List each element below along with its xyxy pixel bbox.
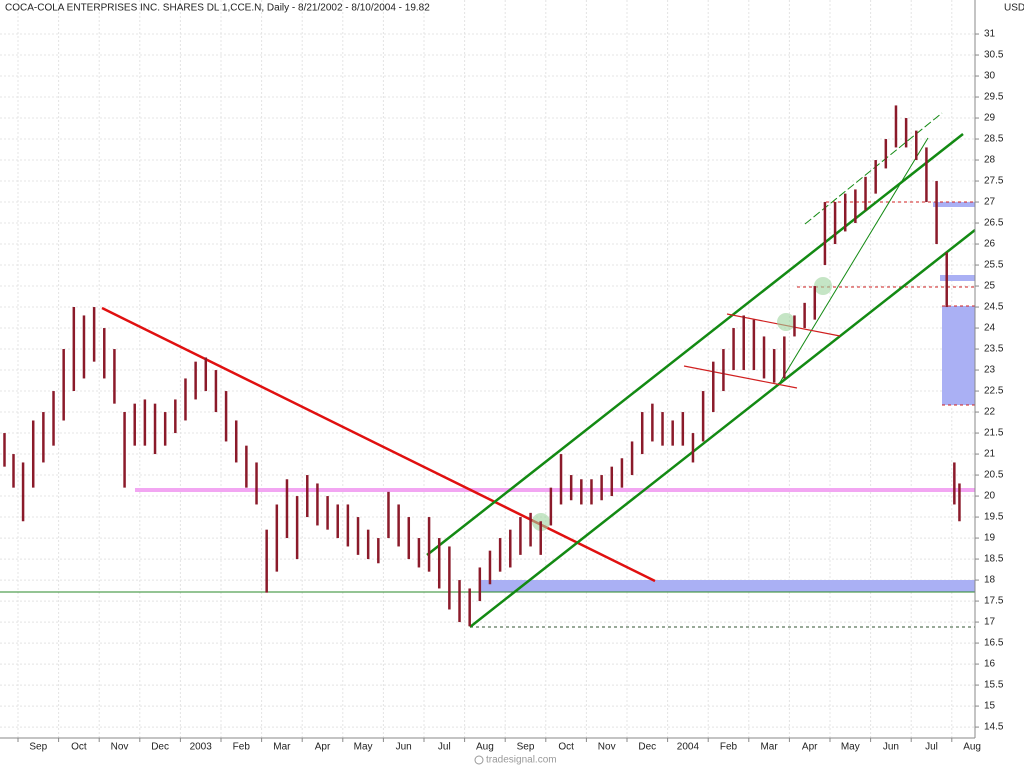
y-tick-label: 17 — [984, 617, 996, 628]
y-tick-label: 29 — [984, 113, 996, 124]
unit-label: USD — [1004, 3, 1024, 14]
trend-line — [804, 112, 943, 225]
y-tick-label: 17.5 — [984, 596, 1004, 607]
x-tick-label: May — [354, 742, 373, 753]
channel-line — [469, 229, 976, 628]
y-tick-label: 25.5 — [984, 260, 1004, 271]
y-tick-label: 28.5 — [984, 134, 1004, 145]
y-tick-label: 15.5 — [984, 680, 1004, 691]
y-tick-label: 16 — [984, 659, 996, 670]
y-tick-label: 27.5 — [984, 176, 1004, 187]
y-tick-label: 22.5 — [984, 386, 1004, 397]
y-tick-label: 24.5 — [984, 302, 1004, 313]
grid — [0, 0, 975, 738]
x-tick-label: Aug — [476, 742, 494, 753]
y-tick-label: 29.5 — [984, 92, 1004, 103]
channel-line — [426, 133, 964, 556]
x-tick-label: 2003 — [190, 742, 213, 753]
x-tick-label: Sep — [517, 742, 535, 753]
y-tick-label: 19 — [984, 533, 996, 544]
trend-line — [101, 306, 656, 583]
y-tick-label: 19.5 — [984, 512, 1004, 523]
y-tick-label: 28 — [984, 155, 996, 166]
y-tick-label: 26.5 — [984, 218, 1004, 229]
y-tick-label: 24 — [984, 323, 996, 334]
y-tick-label: 26 — [984, 239, 996, 250]
y-tick-label: 30 — [984, 71, 996, 82]
gap-band — [940, 275, 975, 281]
y-tick-label: 30.5 — [984, 50, 1004, 61]
x-tick-label: Jul — [438, 742, 451, 753]
x-tick-label: Apr — [315, 742, 331, 753]
y-tick-label: 21.5 — [984, 428, 1004, 439]
y-tick-label: 23.5 — [984, 344, 1004, 355]
footer: tradesignal.com — [486, 755, 557, 766]
x-tick-label: Jun — [396, 742, 412, 753]
x-tick-label: Mar — [760, 742, 778, 753]
x-tick-label: Feb — [233, 742, 251, 753]
x-tick-label: 2004 — [677, 742, 700, 753]
x-tick-label: Oct — [558, 742, 574, 753]
y-tick-label: 25 — [984, 281, 996, 292]
x-tick-label: Jun — [883, 742, 899, 753]
x-tick-label: Mar — [273, 742, 291, 753]
y-tick-label: 16.5 — [984, 638, 1004, 649]
x-tick-label: Oct — [71, 742, 87, 753]
y-tick-label: 23 — [984, 365, 996, 376]
y-tick-label: 22 — [984, 407, 996, 418]
y-tick-label: 18.5 — [984, 554, 1004, 565]
marker-circle — [814, 277, 832, 295]
x-tick-label: Nov — [111, 742, 129, 753]
y-tick-label: 20 — [984, 491, 996, 502]
x-tick-label: Jul — [925, 742, 938, 753]
y-tick-label: 20.5 — [984, 470, 1004, 481]
support-band — [480, 580, 975, 592]
y-tick-label: 31 — [984, 29, 996, 40]
x-tick-label: Dec — [638, 742, 656, 753]
y-tick-label: 15 — [984, 701, 996, 712]
flag-line — [683, 365, 798, 389]
chart-title: COCA-COLA ENTERPRISES INC. SHARES DL 1,C… — [5, 3, 430, 14]
x-tick-label: Apr — [802, 742, 818, 753]
gap-band — [942, 306, 975, 405]
gap-band — [933, 202, 975, 207]
y-tick-label: 14.5 — [984, 722, 1004, 733]
x-tick-label: May — [841, 742, 860, 753]
x-tick-label: Dec — [151, 742, 169, 753]
y-tick-label: 27 — [984, 197, 996, 208]
annotations — [0, 112, 976, 628]
x-tick-label: Sep — [29, 742, 47, 753]
trend-line — [778, 137, 929, 385]
x-tick-label: Aug — [963, 742, 981, 753]
y-tick-label: 18 — [984, 575, 996, 586]
price-bars — [3, 105, 961, 627]
logo — [474, 755, 484, 765]
marker-circle — [777, 313, 795, 331]
x-tick-label: Feb — [720, 742, 738, 753]
x-tick-label: Nov — [598, 742, 616, 753]
y-tick-label: 21 — [984, 449, 996, 460]
